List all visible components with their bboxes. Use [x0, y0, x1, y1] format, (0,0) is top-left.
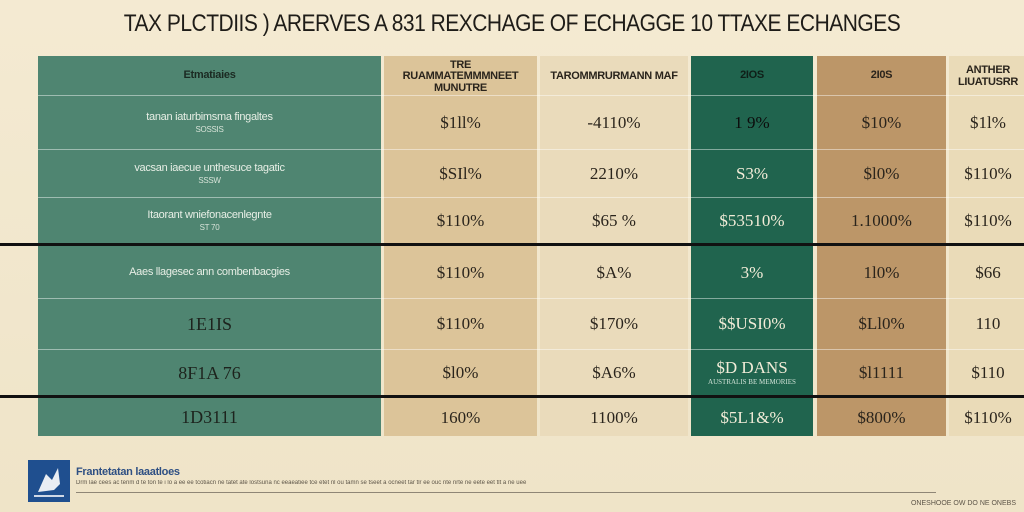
- footer-text: Drm lae cees ac tenm d te ton te i lo a …: [76, 480, 527, 486]
- table-cell: $l0%: [863, 164, 900, 184]
- table-cell: $800%: [857, 407, 906, 427]
- row-divider: [38, 298, 1024, 299]
- table-cell: $A%: [596, 263, 632, 283]
- black-rule: [0, 395, 1024, 398]
- row-label: vacsan iaecue unthesuce tagatic SSSW: [38, 152, 381, 196]
- table-cell: $170%: [589, 314, 639, 334]
- header-column-5: ANTHER LIUATUSRR: [957, 64, 1019, 88]
- header-column-3: 2IOS: [740, 69, 764, 82]
- row-divider: [38, 197, 1024, 198]
- table-cell: $$USI0%: [718, 314, 786, 334]
- table-cell: $1l%: [970, 113, 1006, 133]
- row-label: Itaorant wniefonacenlegnte ST 70: [38, 200, 381, 242]
- row-label: Aaes llagesec ann combenbacgies: [38, 250, 381, 296]
- row-label-main: Itaorant wniefonacenlegnte: [147, 208, 272, 221]
- table-cell: $110%: [436, 314, 485, 334]
- table-cell-value: $D DANS: [716, 358, 788, 378]
- table-cell: $A6%: [592, 363, 636, 383]
- table-cell: $110%: [964, 164, 1012, 184]
- table-cell: 160%: [440, 407, 481, 427]
- header-label-column: Etmatiaies: [183, 69, 236, 82]
- row-label-main: tanan iaturbimsma fingaltes: [146, 110, 273, 123]
- row-label-main: vacsan iaecue unthesuce tagatic: [134, 161, 285, 174]
- table-cell: $1ll%: [440, 113, 481, 133]
- column-3: [691, 56, 813, 436]
- row-divider: [38, 349, 1024, 350]
- table-cell: $10%: [861, 113, 902, 133]
- table-cell: $SIl%: [439, 164, 482, 184]
- table-cell: 1l0%: [863, 263, 900, 283]
- column-5: [949, 56, 1024, 436]
- table-cell-subtext: AUSTRALIS BE MEMORIES: [708, 378, 796, 387]
- table-cell: $110: [971, 363, 1005, 383]
- row-label-sub: ST 70: [199, 223, 220, 233]
- column-4: [817, 56, 946, 436]
- table-cell: $l1111: [858, 363, 905, 383]
- table-cell: $D DANS AUSTRALIS BE MEMORIES: [691, 351, 813, 395]
- row-label: 1E1IS: [187, 313, 232, 334]
- table-cell: 3%: [740, 263, 764, 283]
- table-cell: $5L1&%: [720, 407, 784, 427]
- table-cell: 1100%: [590, 407, 638, 427]
- column-2: [540, 56, 688, 436]
- table-cell: 2210%: [589, 164, 639, 184]
- table-cell: $l0%: [442, 363, 479, 383]
- header-column-2: TAROMMRURMANN MAF: [550, 70, 678, 83]
- table-cell: $110%: [436, 263, 485, 283]
- header-column-1: TRE RUAMMATEMMMNEET MUNUTRE: [402, 58, 519, 94]
- table-cell: -4110%: [587, 113, 641, 133]
- black-rule: [0, 243, 1024, 246]
- page-title: TAX PLCTDIIS ) ARERVES A 831 REXCHAGE OF…: [123, 10, 901, 37]
- row-divider: [38, 95, 1024, 96]
- table-cell: 1 9%: [734, 113, 770, 133]
- column-1: [384, 56, 537, 436]
- row-label-sub: SOSSIS: [195, 125, 224, 135]
- row-label: tanan iaturbimsma fingaltes SOSSIS: [38, 100, 381, 146]
- table-cell: 110: [975, 314, 1001, 334]
- row-label: 8F1A 76: [178, 362, 241, 383]
- footer-right-text: ONESHOOE OW DO NE ONEBS: [910, 500, 1016, 507]
- table-cell: $110%: [964, 407, 1012, 427]
- table-cell: $53510%: [719, 211, 785, 231]
- row-divider: [38, 149, 1024, 150]
- table-cell: $66: [975, 263, 1001, 283]
- table-cell: $110%: [964, 211, 1012, 231]
- table-cell: $Ll0%: [858, 314, 905, 334]
- table-cell: S3%: [735, 164, 769, 184]
- label-column: [38, 56, 381, 436]
- header-column-4: 2I0S: [870, 69, 893, 82]
- table-cell: 1.1000%: [851, 211, 912, 231]
- footer-divider: [76, 492, 936, 493]
- row-label-main: Aaes llagesec ann combenbacgies: [129, 266, 290, 279]
- row-label-sub: SSSW: [198, 176, 221, 186]
- row-label: 1D3111: [181, 407, 238, 428]
- footer-brand: Frantetatan laaatloes: [76, 466, 180, 478]
- table-cell: $65 %: [592, 211, 636, 231]
- table-cell: $110%: [436, 211, 485, 231]
- eagle-logo-icon: [28, 460, 70, 502]
